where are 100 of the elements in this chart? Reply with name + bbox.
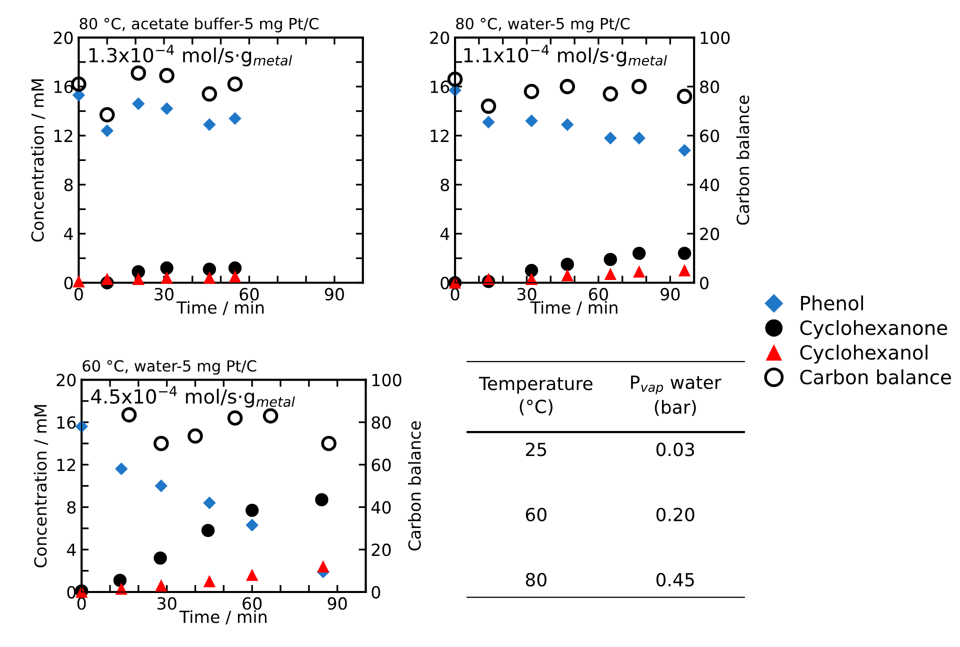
y2-axis-title: Carbon balance bbox=[408, 421, 421, 550]
point bbox=[482, 116, 495, 128]
point bbox=[229, 270, 241, 283]
point bbox=[561, 118, 574, 131]
y-tick-label: 0 bbox=[440, 276, 450, 290]
y2-tick-label: 0 bbox=[700, 276, 708, 290]
legend-label: Carbon balance bbox=[800, 369, 951, 384]
legend-label: Phenol bbox=[801, 295, 863, 310]
chart-title: 80 °C, acetate buffer-5 mg Pt/C bbox=[80, 18, 318, 32]
point bbox=[159, 68, 174, 84]
point bbox=[604, 132, 617, 144]
point bbox=[203, 496, 216, 510]
point bbox=[130, 65, 146, 81]
point bbox=[154, 480, 168, 492]
y2-tick-label: 100 bbox=[372, 374, 402, 386]
y-axis-title: Concentration / mM bbox=[30, 79, 46, 242]
point bbox=[245, 504, 259, 517]
annotation: 1.3x10$^{−4}$ mol/s·g$_{metal}$ bbox=[89, 44, 292, 66]
chart-title: 60 °C, water-5 mg Pt/C bbox=[82, 360, 256, 375]
text: Temperature (°C) bbox=[478, 376, 592, 416]
text: 0.20 bbox=[656, 508, 694, 522]
point bbox=[632, 246, 646, 260]
point bbox=[201, 524, 215, 538]
x-axis-title: Time / min bbox=[179, 610, 266, 624]
point bbox=[99, 107, 115, 122]
text: 0.45 bbox=[656, 572, 694, 586]
annotation: 1.1x10$^{−4}$ mol/s·g$_{metal}$ bbox=[464, 44, 668, 66]
point bbox=[155, 580, 168, 592]
point bbox=[113, 574, 127, 587]
y-tick-label: 20 bbox=[56, 374, 76, 386]
y-tick-label: 4 bbox=[440, 228, 450, 240]
y2-tick-label: 40 bbox=[700, 178, 720, 192]
y-tick-label: 8 bbox=[67, 501, 76, 514]
x-tick-label: 30 bbox=[517, 288, 536, 300]
y2-tick-label: 80 bbox=[372, 416, 391, 429]
text: 25 bbox=[526, 442, 546, 456]
text: 0.03 bbox=[656, 442, 694, 456]
point bbox=[204, 575, 216, 588]
point bbox=[132, 97, 145, 110]
point bbox=[71, 76, 86, 92]
point bbox=[525, 114, 538, 128]
point bbox=[115, 462, 128, 476]
point bbox=[480, 98, 496, 114]
x-tick-label: 0 bbox=[77, 597, 86, 610]
y2-tick-label: 60 bbox=[700, 130, 720, 142]
point bbox=[228, 112, 242, 125]
y-tick-label: 4 bbox=[64, 228, 73, 240]
point bbox=[160, 261, 174, 275]
point bbox=[154, 551, 167, 565]
point bbox=[317, 560, 330, 572]
y-tick-label: 12 bbox=[54, 130, 72, 142]
y2-tick-label: 0 bbox=[372, 586, 380, 599]
y2-tick-label: 100 bbox=[700, 31, 730, 44]
point bbox=[604, 268, 616, 280]
point bbox=[203, 118, 216, 131]
point bbox=[561, 269, 574, 282]
y2-tick-label: 20 bbox=[372, 544, 391, 556]
point bbox=[160, 102, 174, 115]
point bbox=[560, 258, 574, 271]
text: 60 bbox=[526, 508, 546, 522]
x-axis-title: Time / min bbox=[530, 300, 618, 316]
point bbox=[560, 78, 576, 94]
y-tick-label: 16 bbox=[54, 80, 73, 94]
y-tick-label: 16 bbox=[430, 80, 450, 94]
y-tick-label: 8 bbox=[440, 178, 450, 192]
point bbox=[604, 252, 618, 266]
point bbox=[246, 569, 258, 581]
point bbox=[602, 86, 618, 102]
point bbox=[678, 264, 690, 276]
y-tick-label: 4 bbox=[66, 544, 76, 556]
point bbox=[246, 518, 258, 532]
y2-tick-label: 40 bbox=[371, 501, 391, 514]
point bbox=[100, 124, 114, 137]
point bbox=[121, 407, 137, 422]
y-tick-label: 12 bbox=[57, 458, 76, 472]
x-tick-label: 90 bbox=[324, 288, 344, 300]
x-tick-label: 60 bbox=[242, 597, 262, 610]
x-tick-label: 90 bbox=[660, 288, 680, 300]
point bbox=[524, 264, 538, 278]
y-tick-label: 0 bbox=[67, 586, 76, 599]
point bbox=[676, 88, 692, 104]
point bbox=[228, 261, 242, 275]
x-tick-label: 90 bbox=[328, 597, 347, 610]
x-tick-label: 60 bbox=[589, 288, 608, 300]
text: P$_{vap}$ water (bar) bbox=[631, 376, 722, 416]
point bbox=[227, 410, 243, 426]
y-tick-label: 20 bbox=[54, 31, 73, 44]
point bbox=[227, 76, 243, 92]
y-tick-label: 8 bbox=[64, 178, 73, 192]
point bbox=[524, 84, 540, 100]
y-axis-title: Concentration / mM bbox=[34, 405, 48, 568]
point bbox=[101, 273, 114, 285]
point bbox=[678, 144, 691, 157]
point bbox=[262, 408, 278, 424]
y-tick-label: 20 bbox=[430, 31, 450, 44]
y-tick-label: 12 bbox=[430, 130, 449, 142]
point bbox=[160, 272, 173, 284]
annotation: 4.5x10$^{−4}$ mol/s·g$_{metal}$ bbox=[91, 386, 295, 408]
text: 80 bbox=[526, 572, 546, 586]
point bbox=[132, 273, 144, 285]
